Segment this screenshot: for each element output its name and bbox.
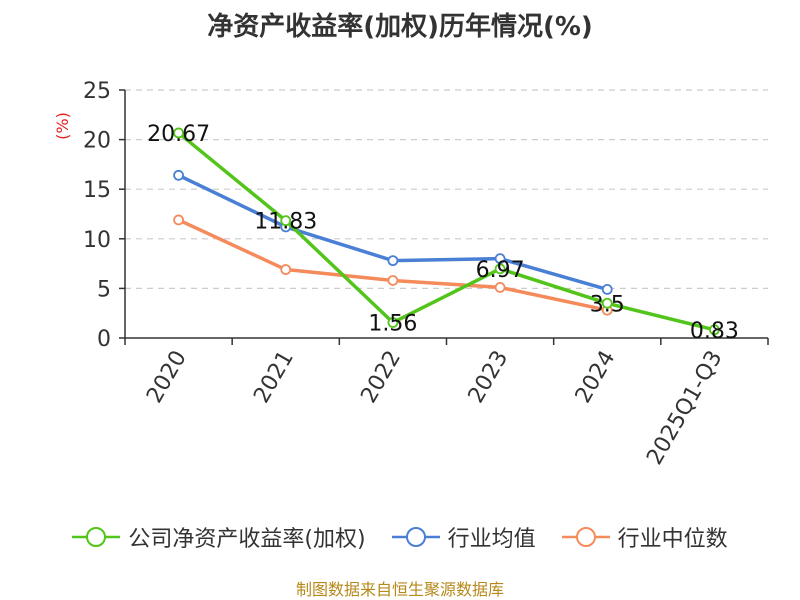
legend-item[interactable]: 行业中位数 (561, 521, 728, 553)
data-point (173, 127, 184, 139)
legend-item[interactable]: 行业均值 (391, 521, 536, 553)
x-tick-label: 2020 (142, 347, 192, 408)
legend-item[interactable]: 公司净资产收益率(加权) (72, 521, 366, 553)
legend-swatch-icon (72, 527, 121, 547)
x-tick-label: 2023 (464, 347, 514, 408)
data-label: 6.97 (476, 258, 525, 283)
data-label: 11.83 (254, 210, 317, 235)
data-point (173, 214, 184, 226)
data-point (280, 215, 292, 227)
data-point (494, 282, 506, 293)
gridlines (125, 89, 768, 289)
data-label: 3.5 (590, 292, 625, 317)
x-tick-label: 2022 (356, 347, 406, 408)
data-point (494, 263, 506, 275)
y-tick-label: 20 (83, 129, 111, 154)
legend-swatch-icon (561, 527, 610, 547)
data-labels: 20.67 11.83 1.56 6.97 3.5 0.83 (147, 122, 739, 344)
data-point (709, 324, 720, 336)
data-point (280, 264, 292, 275)
data-point (387, 275, 399, 286)
legend-label: 行业中位数 (617, 527, 728, 552)
y-tick-label: 5 (97, 277, 111, 302)
x-tick-label: 2025Q1-Q3 (642, 347, 727, 470)
legend-label: 行业均值 (447, 527, 536, 552)
chart-title: 净资产收益率(加权)历年情况(%) (207, 12, 593, 42)
y-tick-label: 0 (97, 327, 111, 352)
series-line-0 (177, 131, 715, 332)
data-label: 20.67 (147, 122, 210, 147)
data-point (601, 283, 613, 295)
series-lines (173, 127, 720, 336)
data-point (173, 169, 184, 181)
data-label: 1.56 (368, 312, 417, 337)
legend: 公司净资产收益率(加权) 行业均值 行业中位数 (0, 520, 800, 554)
legend-label: 公司净资产收益率(加权) (128, 527, 366, 552)
y-tick-label: 15 (83, 178, 111, 203)
y-tick-label: 10 (83, 228, 111, 253)
x-tick-label: 2024 (571, 347, 621, 408)
x-tick-label: 2021 (249, 347, 299, 408)
y-tick-label: 25 (83, 79, 111, 104)
data-point (387, 317, 399, 328)
legend-swatch-icon (391, 527, 440, 547)
y-axis-label: (%) (53, 112, 72, 140)
data-point (387, 255, 399, 267)
series-line-1 (177, 173, 608, 292)
data-label: 0.83 (690, 319, 739, 344)
data-point (494, 253, 506, 265)
source-note: 制图数据来自恒生聚源数据库 (295, 580, 504, 599)
data-point (601, 297, 613, 309)
